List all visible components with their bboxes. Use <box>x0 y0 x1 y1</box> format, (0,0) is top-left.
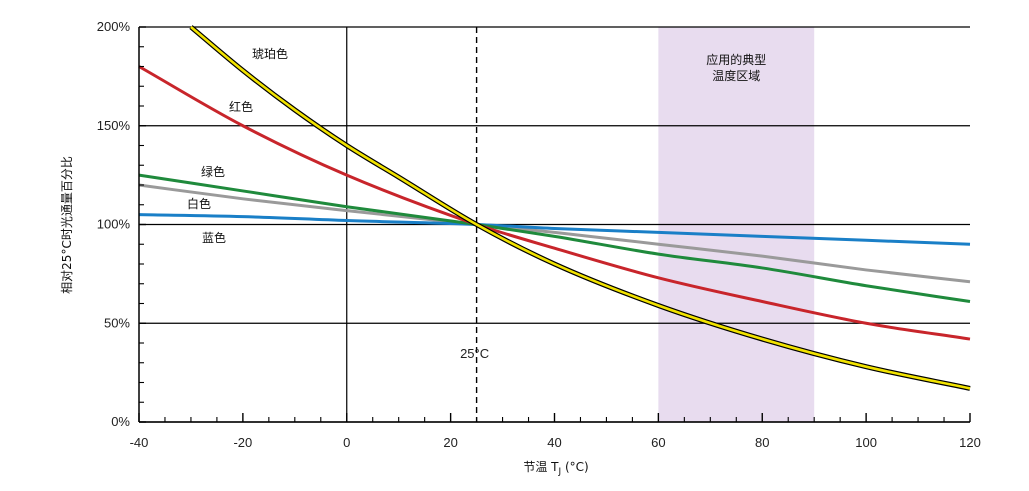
axis-layer: -40 -20 0 20 40 60 80 100 120 0% 50% 100% 150% 200% <box>97 19 981 450</box>
grid-layer: 25°C <box>139 26 970 423</box>
y-tick-label: 200% <box>97 19 131 34</box>
region-label-line1: 应用的典型 <box>706 52 766 67</box>
series-label-green: 绿色 <box>201 164 225 179</box>
series-label-blue: 蓝色 <box>202 231 226 245</box>
x-axis-title: 节温 TJ (°C) <box>523 460 588 477</box>
x-tick-label: 0 <box>343 435 350 450</box>
series-label-amber: 琥珀色 <box>252 47 288 61</box>
x-tick-label: -20 <box>233 435 252 450</box>
x-axis-title-main: 节温 T <box>523 460 559 474</box>
y-tick-label: 100% <box>97 217 131 232</box>
series-line-blue <box>138 213 971 246</box>
y-axis-title: 相对25°C时光通量百分比 <box>60 156 74 294</box>
x-axis-title-unit: (°C) <box>561 460 589 474</box>
x-tick-label: 60 <box>651 435 665 450</box>
x-tick-label: 80 <box>755 435 769 450</box>
x-tick-label: -40 <box>130 435 149 450</box>
y-tick-label: 150% <box>97 118 131 133</box>
x-tick-label: 100 <box>855 435 877 450</box>
series-line-green <box>138 173 971 304</box>
series-layer <box>138 25 971 391</box>
x-tick-label: 20 <box>443 435 457 450</box>
series-label-white: 白色 <box>187 196 211 211</box>
x-tick-label: 120 <box>959 435 981 450</box>
x-axis-title-sub: J <box>557 467 561 477</box>
y-tick-label: 0% <box>111 414 130 429</box>
y-tick-label: 50% <box>104 315 130 330</box>
series-line-amber <box>190 26 971 390</box>
series-line-red <box>138 65 971 341</box>
reference-line-label: 25°C <box>460 346 489 361</box>
series-label-red: 红色 <box>229 99 253 114</box>
series-line-white <box>138 183 971 284</box>
region-label-line2: 温度区域 <box>712 68 760 83</box>
x-tick-label: 40 <box>547 435 561 450</box>
